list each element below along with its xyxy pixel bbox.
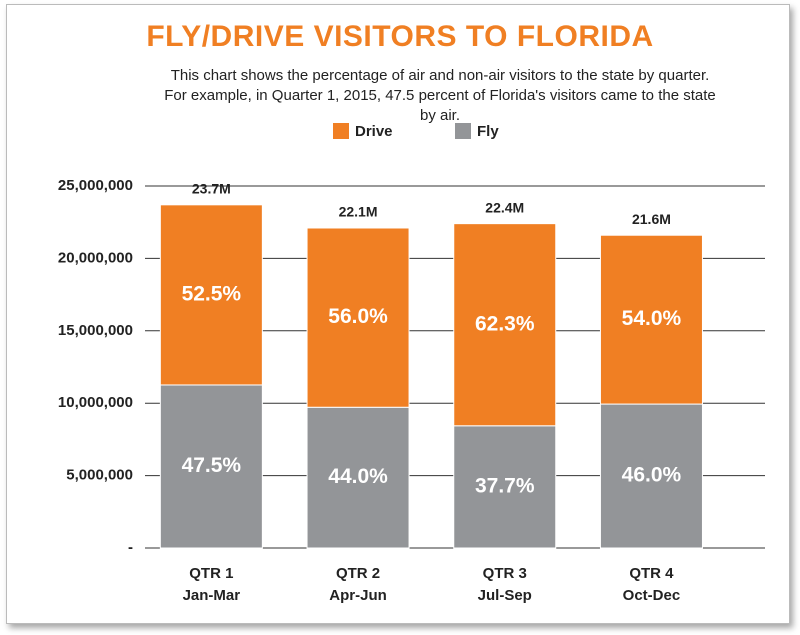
x-tick-label: QTR 1 [189, 565, 233, 582]
percent-label: 44.0% [328, 465, 388, 488]
chart-title: FLY/DRIVE VISITORS TO FLORIDA [146, 20, 654, 53]
total-label: 23.7M [192, 181, 231, 197]
chart-subtitle: This chart shows the percentage of air a… [164, 67, 716, 124]
y-tick-label: 10,000,000 [58, 394, 133, 411]
bar-segment [599, 403, 703, 549]
percent-label: 37.7% [475, 474, 535, 497]
legend-swatch [455, 123, 471, 139]
percent-label: 62.3% [475, 312, 535, 335]
y-tick-label: 15,000,000 [58, 322, 133, 339]
x-tick-label: QTR 3 [483, 565, 527, 582]
percent-label: 54.0% [622, 307, 682, 330]
legend-swatch [333, 123, 349, 139]
legend-label: Fly [477, 123, 499, 140]
bar-segment [599, 234, 703, 405]
bar-segment [159, 204, 263, 386]
y-tick-label: 25,000,000 [58, 177, 133, 194]
percent-label: 52.5% [182, 282, 242, 305]
percent-label: 47.5% [182, 454, 242, 477]
x-tick-label: QTR 4 [629, 565, 674, 582]
percent-label: 46.0% [622, 464, 682, 487]
total-label: 21.6M [632, 211, 671, 227]
bar-segment [306, 227, 410, 408]
x-tick-sublabel: Jul-Sep [478, 587, 532, 604]
bar-segment [159, 384, 263, 549]
total-label: 22.1M [339, 204, 378, 220]
x-tick-label: QTR 2 [336, 565, 380, 582]
x-tick-sublabel: Jan-Mar [183, 587, 241, 604]
bar-segment [453, 223, 557, 427]
x-tick-sublabel: Apr-Jun [329, 587, 387, 604]
bar-segment [453, 425, 557, 549]
y-tick-label: - [128, 539, 133, 556]
percent-label: 56.0% [328, 305, 388, 328]
y-tick-label: 20,000,000 [58, 249, 133, 266]
bar-segment [306, 406, 410, 549]
legend-label: Drive [355, 123, 393, 140]
x-tick-sublabel: Oct-Dec [623, 587, 681, 604]
y-tick-label: 5,000,000 [66, 467, 133, 484]
total-label: 22.4M [485, 199, 524, 215]
